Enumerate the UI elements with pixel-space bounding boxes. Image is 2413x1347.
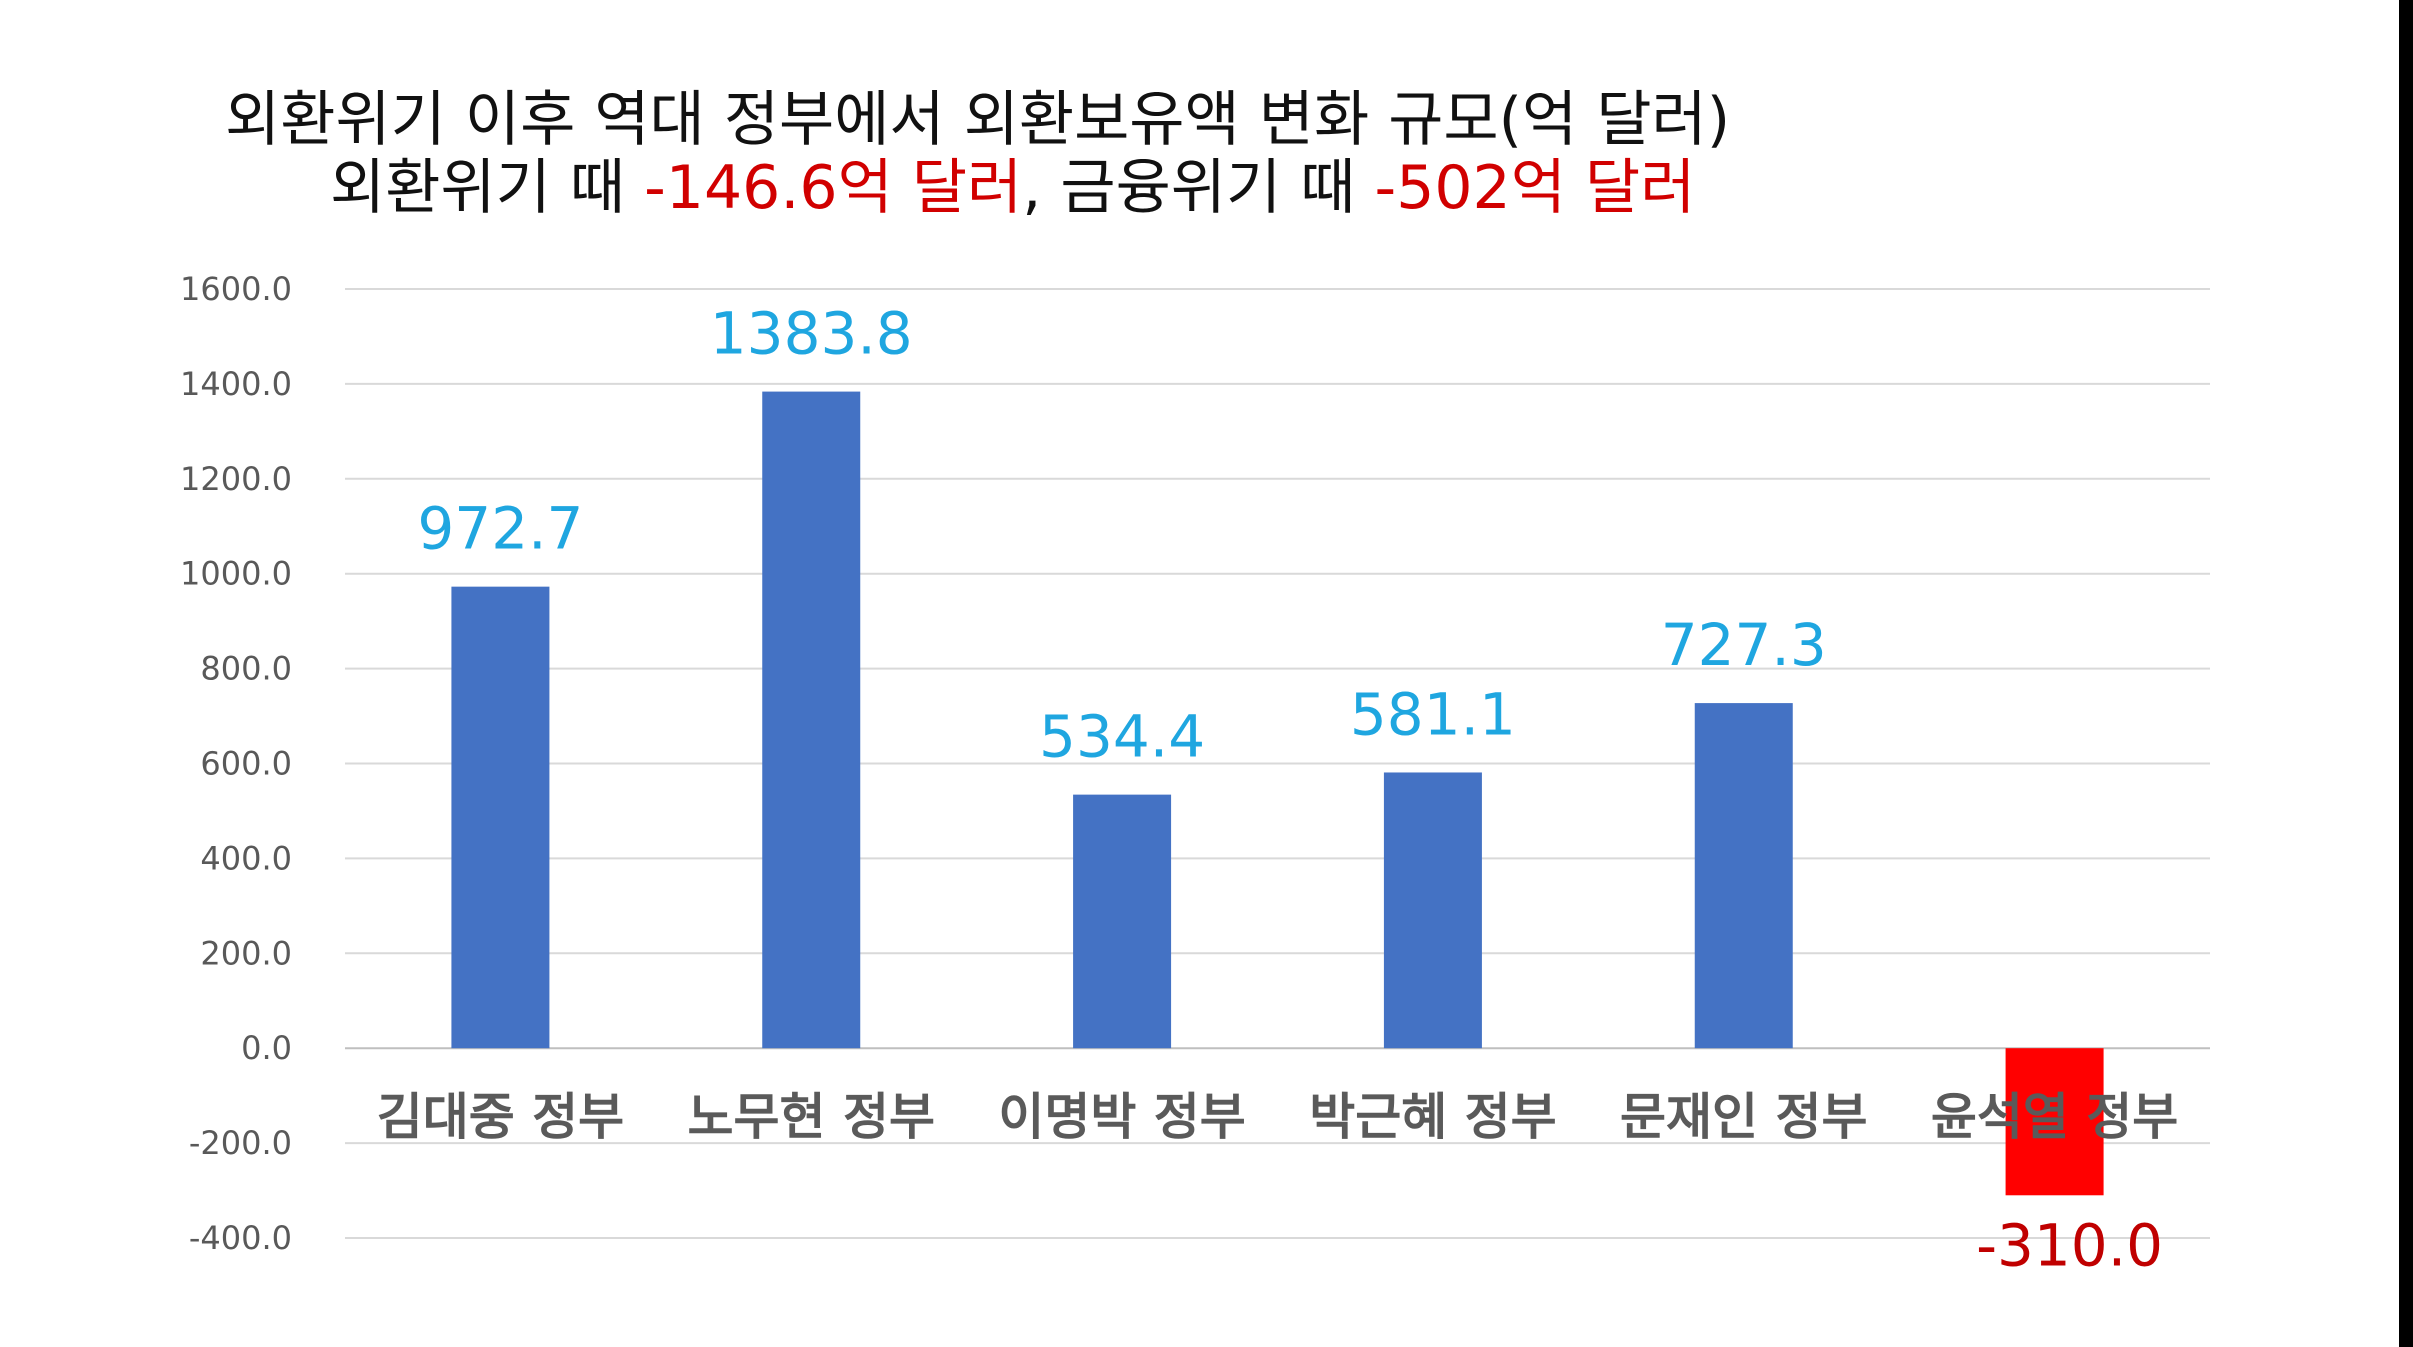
subtitle-value-fx-crisis: -146.6억 달러 <box>644 153 1023 223</box>
data-label: -310.0 <box>1976 1211 2163 1279</box>
y-tick-label: 200.0 <box>200 934 292 972</box>
chart-title-text: 외환위기 이후 역대 정부에서 외환보유액 변화 규모(억 달러) <box>225 85 1731 155</box>
category-label: 김대중 정부 <box>377 1088 624 1146</box>
category-label: 노무현 정부 <box>688 1088 935 1146</box>
bar <box>1073 794 1172 1049</box>
right-edge-border <box>2399 0 2413 1347</box>
subtitle-value-financial-crisis: -502억 달러 <box>1374 153 1696 223</box>
bar <box>1383 772 1482 1049</box>
category-label: 이명박 정부 <box>998 1088 1245 1146</box>
category-label: 박근혜 정부 <box>1309 1088 1556 1146</box>
data-label: 581.1 <box>1350 680 1516 748</box>
chart-title: 외환위기 이후 역대 정부에서 외환보유액 변화 규모(억 달러) <box>225 84 1925 156</box>
subtitle-mid: , 금융위기 때 <box>1022 153 1375 223</box>
y-tick-label: 1000.0 <box>180 555 292 593</box>
data-label: 727.3 <box>1661 611 1827 679</box>
bar <box>451 586 550 1049</box>
data-label: 1383.8 <box>710 300 913 368</box>
y-tick-label: 600.0 <box>200 745 292 783</box>
bar <box>1694 703 1793 1049</box>
y-tick-label: -400.0 <box>189 1219 292 1257</box>
chart-subtitle: 외환위기 때 -146.6억 달러, 금융위기 때 -502억 달러 <box>330 152 2030 224</box>
data-label: 972.7 <box>417 495 583 563</box>
y-tick-label: 800.0 <box>200 650 292 688</box>
y-tick-label: 1200.0 <box>180 460 292 498</box>
y-tick-label: 1600.0 <box>180 270 292 308</box>
y-tick-label: 0.0 <box>241 1029 292 1067</box>
y-tick-label: 400.0 <box>200 839 292 877</box>
y-tick-label: -200.0 <box>189 1124 292 1162</box>
bar <box>762 391 861 1049</box>
category-label: 윤석열 정부 <box>1931 1088 2178 1146</box>
data-label: 534.4 <box>1039 703 1205 771</box>
subtitle-prefix: 외환위기 때 <box>330 153 645 223</box>
y-tick-label: 1400.0 <box>180 365 292 403</box>
category-label: 문재인 정부 <box>1620 1088 1867 1146</box>
bar <box>2005 1048 2104 1196</box>
